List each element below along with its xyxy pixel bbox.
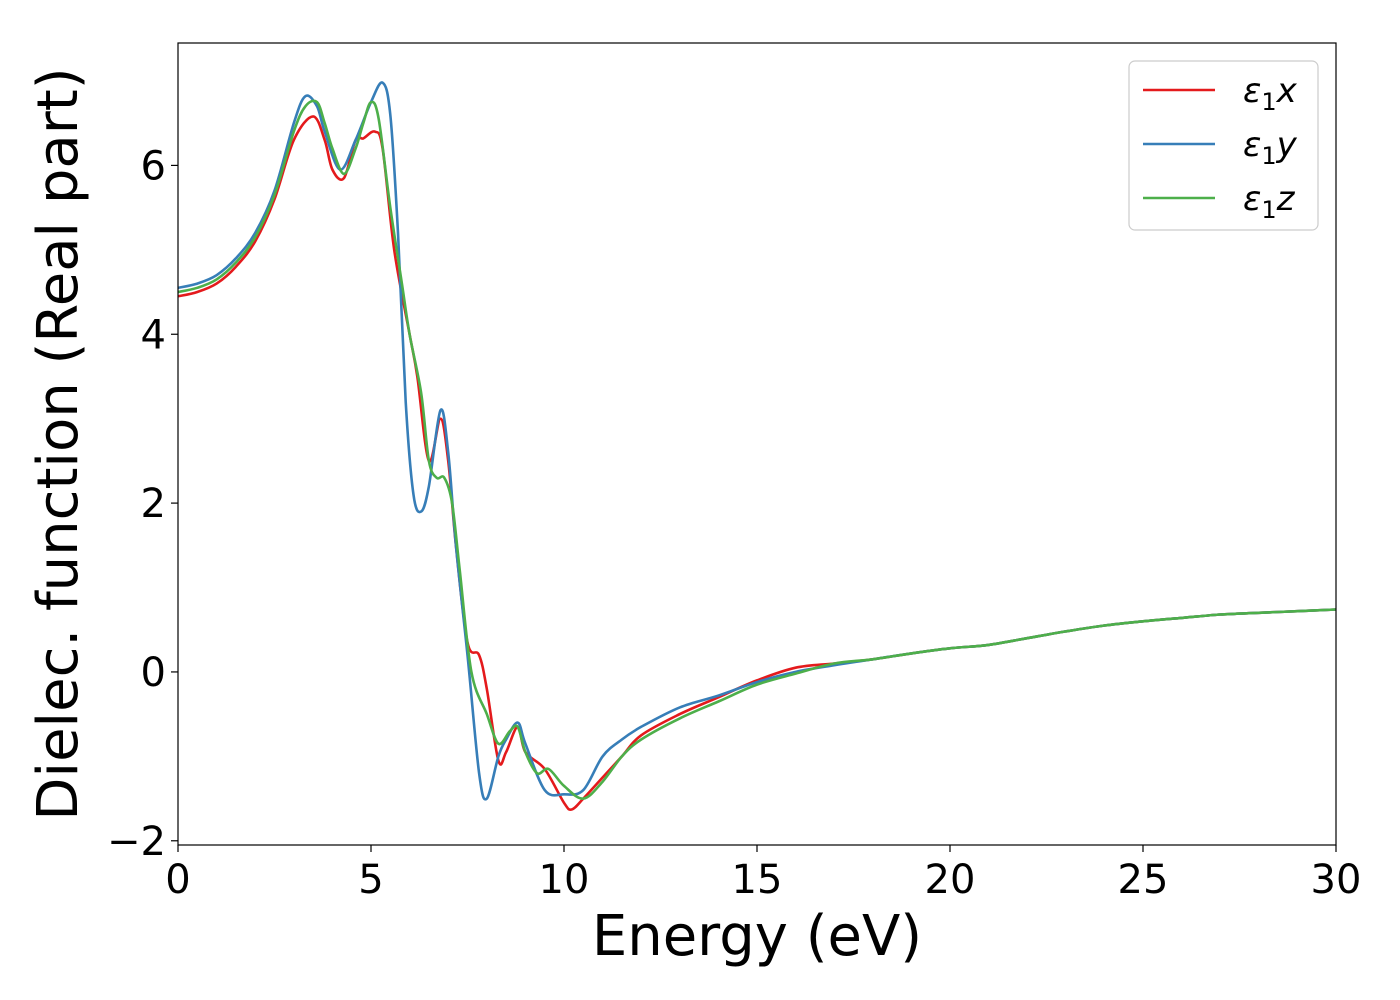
y-axis: −2 0 2 4 6: [107, 143, 178, 865]
series-line-z: [177, 99, 1337, 800]
y-tick-label: −2: [107, 819, 166, 865]
legend-box: [1128, 60, 1319, 231]
y-axis-title: Dielec. function (Real part): [26, 67, 91, 820]
legend: ε1x ε1y ε1z: [1128, 60, 1319, 231]
x-tick-label: 20: [925, 857, 976, 903]
plot-lines: [177, 81, 1337, 811]
x-tick-label: 0: [165, 857, 190, 903]
legend-label-z: ε1z: [1243, 179, 1296, 224]
legend-label-y: ε1y: [1243, 125, 1298, 170]
x-tick-label: 5: [358, 857, 383, 903]
legend-label-x: ε1x: [1243, 71, 1298, 116]
y-tick-label: 6: [141, 143, 166, 189]
x-tick-label: 25: [1118, 857, 1169, 903]
y-tick-label: 0: [141, 650, 166, 696]
x-axis: 0 5 10 15 20 25 30: [165, 845, 1361, 903]
y-tick-label: 2: [141, 481, 166, 527]
y-tick-label: 4: [141, 312, 166, 358]
x-axis-title: Energy (eV): [592, 904, 922, 969]
x-tick-label: 30: [1311, 857, 1362, 903]
x-tick-label: 15: [732, 857, 783, 903]
x-tick-label: 10: [539, 857, 590, 903]
